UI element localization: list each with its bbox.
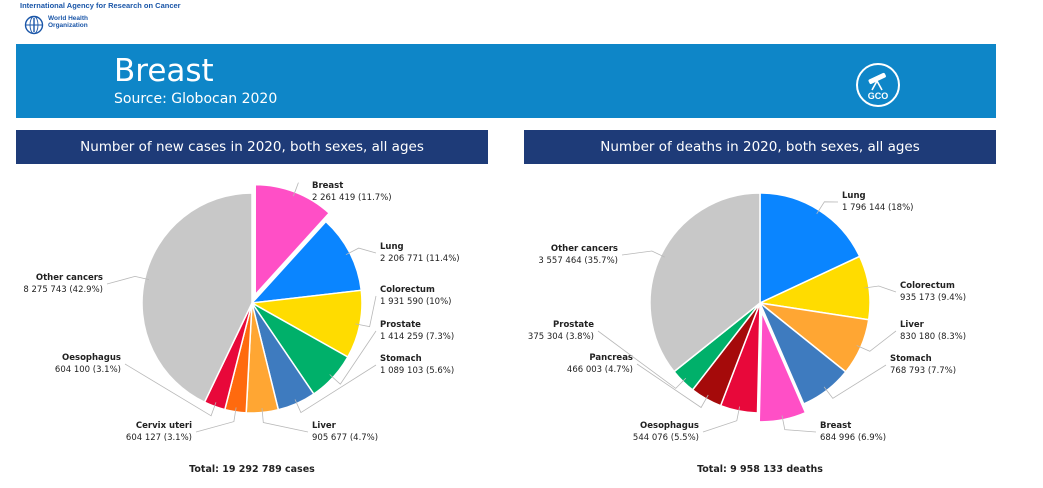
leader-line-stomach [294,364,377,414]
gco-logo-text: GCO [868,91,889,101]
org-logos: International Agency for Research on Can… [10,0,310,40]
slice-value-cervix-uteri: 604 127 (3.1%) [126,433,192,443]
slice-label-pancreas: Pancreas [589,353,633,363]
chart-title-deaths: Number of deaths in 2020, both sexes, al… [524,130,996,164]
slice-value-colorectum: 935 173 (9.4%) [900,293,966,303]
who-name: World Health Organization [48,15,108,29]
leader-line-other-cancers [621,250,665,258]
slice-value-breast: 684 996 (6.9%) [820,433,886,443]
slice-value-liver: 830 180 (8.3%) [900,332,966,342]
slice-label-breast: Breast [312,181,343,191]
leader-line-liver [856,330,897,352]
title-banner: Breast Source: Globocan 2020 GCO [16,44,996,118]
leader-line-breast [781,415,817,433]
who-name-line1: World Health [48,15,88,22]
slice-label-lung: Lung [380,242,404,252]
leader-line-colorectum [864,285,897,293]
slice-value-liver: 905 677 (4.7%) [312,433,378,443]
slice-value-other-cancers: 8 275 743 (42.9%) [23,285,103,295]
slice-label-colorectum: Colorectum [380,285,435,295]
slice-label-oesophagus: Oesophagus [62,353,121,363]
leader-line-stomach [823,364,887,399]
leader-line-breast [292,182,299,197]
leader-line-cervix-uteri [195,407,237,433]
pie-new-cases: Breast 2 261 419 (11.7%) Lung 2 206 771 (11… [23,181,459,443]
slice-label-lung: Lung [842,191,866,201]
slice-value-lung: 2 206 771 (11.4%) [380,254,460,264]
total-deaths: Total: 9 958 133 deaths [697,464,823,475]
who-emblem-icon [24,15,44,35]
leader-line-prostate [329,330,377,385]
iarc-name: International Agency for Research on Can… [20,1,181,10]
slice-value-stomach: 1 089 103 (5.6%) [380,366,454,376]
page-subtitle: Source: Globocan 2020 [114,91,278,107]
leader-line-lung [816,201,839,215]
leader-line-prostate [597,330,687,389]
slice-value-lung: 1 796 144 (18%) [842,203,914,213]
slice-label-prostate: Prostate [553,320,594,330]
slice-label-colorectum: Colorectum [900,281,955,291]
slice-value-colorectum: 1 931 590 (10%) [380,297,452,307]
slice-label-breast: Breast [820,421,851,431]
leader-line-oesophagus [124,363,217,417]
slice-label-other-cancers: Other cancers [36,273,103,283]
slice-value-breast: 2 261 419 (11.7%) [312,193,392,203]
slice-label-liver: Liver [900,320,925,330]
page-title: Breast [114,53,214,89]
slice-label-stomach: Stomach [890,354,932,364]
leader-line-other-cancers [106,275,150,285]
leader-line-colorectum [355,295,377,328]
leader-line-lung [345,247,377,256]
slice-label-prostate: Prostate [380,320,421,330]
chart-title-new-cases: Number of new cases in 2020, both sexes,… [16,130,488,164]
slice-label-oesophagus: Oesophagus [640,421,699,431]
total-new-cases: Total: 19 292 789 cases [189,464,315,475]
slice-label-stomach: Stomach [380,354,422,364]
slice-label-cervix-uteri: Cervix uteri [136,421,192,431]
gco-logo-icon: GCO [856,63,900,107]
slice-label-liver: Liver [312,421,337,431]
pie-deaths: Lung 1 796 144 (18%) Colorectum 935 173 (9.… [528,191,966,443]
leader-line-liver [261,408,309,433]
slice-label-other-cancers: Other cancers [551,244,618,254]
who-name-line2: Organization [48,22,88,29]
slice-value-oesophagus: 544 076 (5.5%) [633,433,699,443]
leader-line-pancreas [636,363,709,409]
slice-value-pancreas: 466 003 (4.7%) [567,365,633,375]
leader-line-oesophagus [702,406,740,433]
slice-value-oesophagus: 604 100 (3.1%) [55,365,121,375]
slice-value-prostate: 375 304 (3.8%) [528,332,594,342]
slice-value-prostate: 1 414 259 (7.3%) [380,332,454,342]
slice-value-stomach: 768 793 (7.7%) [890,366,956,376]
slice-value-other-cancers: 3 557 464 (35.7%) [538,256,618,266]
